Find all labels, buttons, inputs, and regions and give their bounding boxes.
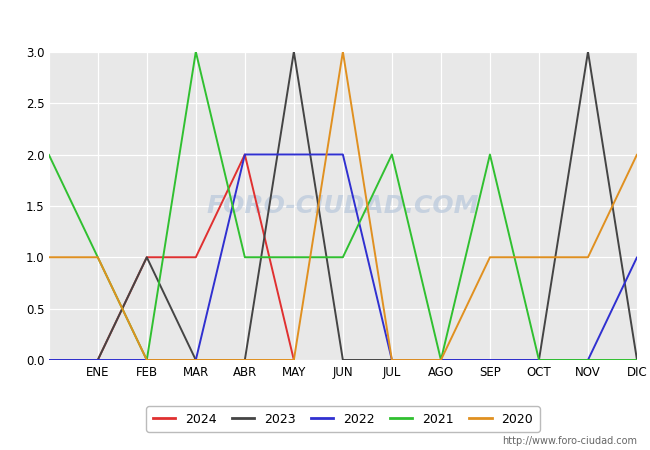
Text: http://www.foro-ciudad.com: http://www.foro-ciudad.com xyxy=(502,436,637,446)
Text: Matriculaciones de Vehiculos en Colera: Matriculaciones de Vehiculos en Colera xyxy=(162,10,488,28)
Text: FORO-CIUDAD.COM: FORO-CIUDAD.COM xyxy=(207,194,479,218)
Legend: 2024, 2023, 2022, 2021, 2020: 2024, 2023, 2022, 2021, 2020 xyxy=(146,406,540,432)
